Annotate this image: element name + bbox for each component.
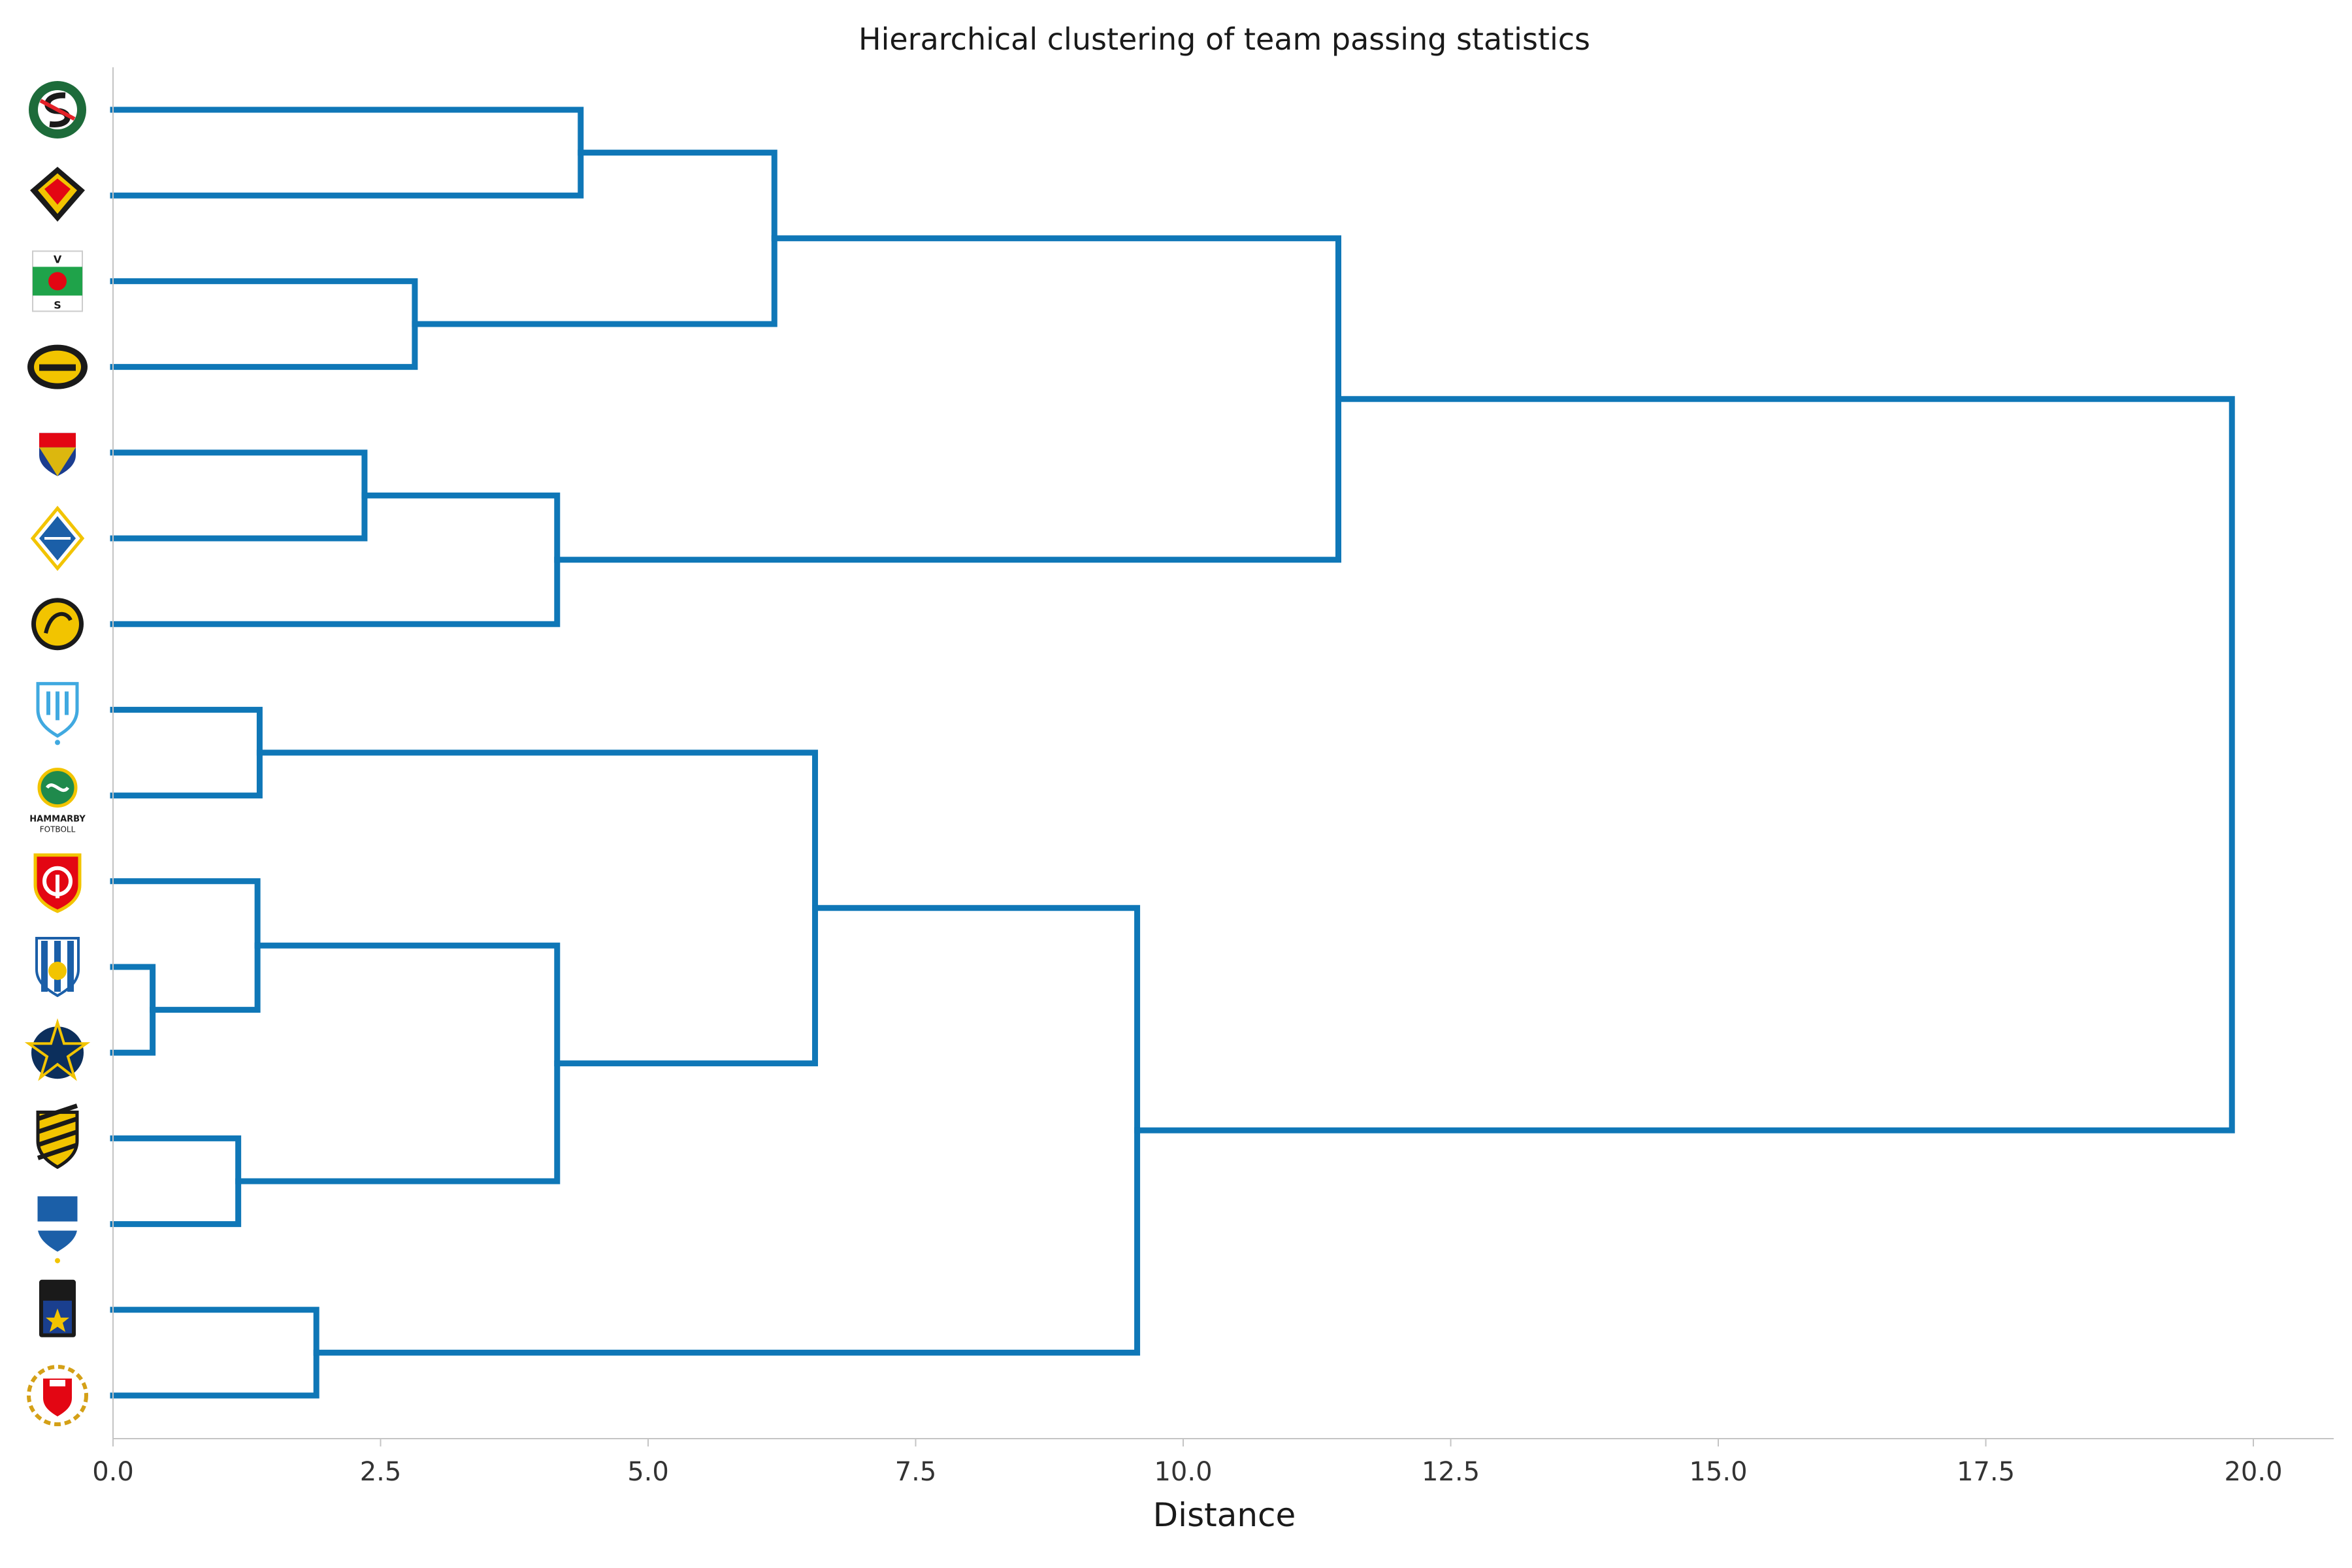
- x-tick-label: 20.0: [2224, 1457, 2282, 1487]
- hammarby-text-line2: FOTBOLL: [40, 825, 76, 834]
- dendrogram-link: [110, 706, 263, 799]
- hammarby-text-line1: HAMMARBY: [29, 815, 86, 825]
- svg-text:S: S: [54, 299, 61, 311]
- varberg-logo-icon: VS: [32, 250, 83, 312]
- dendrogram-link: [412, 150, 777, 327]
- x-tick-label: 17.5: [1957, 1457, 2015, 1487]
- x-tick-label: 12.5: [1422, 1457, 1480, 1487]
- orebro-logo-icon: [29, 81, 86, 139]
- dendrogram-link: [313, 905, 1141, 1356]
- x-tick-label: 2.5: [360, 1457, 402, 1487]
- dendrogram-link: [110, 106, 584, 199]
- mjallby-logo-icon: [27, 344, 88, 389]
- hacken-logo-icon: [36, 1103, 79, 1169]
- halmstad-logo-icon: [30, 506, 85, 571]
- dendrogram-link: [110, 278, 418, 370]
- x-axis-label: Distance: [1153, 1496, 1296, 1534]
- degerfors-logo-icon: [33, 853, 82, 913]
- goteborg-logo-icon: [35, 937, 80, 998]
- x-tick-label: 10.0: [1154, 1457, 1212, 1487]
- dendrogram-link: [235, 942, 561, 1184]
- djurgarden-logo-icon: [39, 433, 76, 476]
- dendrogram-link: [110, 492, 561, 627]
- chart-title: Hierarchical clustering of team passing …: [858, 22, 1590, 57]
- dendrogram-link: [110, 449, 368, 542]
- elfsborg-logo-icon: [31, 598, 84, 651]
- x-tick-label: 7.5: [895, 1457, 937, 1487]
- malmo-logo-icon: [36, 681, 79, 745]
- kalmar-logo-icon: [27, 1365, 88, 1426]
- dendrogram-link: [110, 964, 156, 1056]
- dendrogram-links: [110, 106, 2235, 1399]
- dendrogram-link: [554, 235, 1342, 563]
- dendrogram-link: [1134, 396, 2235, 1134]
- dendrogram-link: [256, 749, 819, 1067]
- dendrogram-link: [110, 878, 261, 1013]
- ostersund-logo-icon: [30, 167, 85, 222]
- x-tick-label: 15.0: [1689, 1457, 1747, 1487]
- norrkoping-logo-icon: [35, 1194, 80, 1264]
- dendrogram-link: [110, 1135, 242, 1228]
- aik-logo-icon: [24, 1018, 91, 1081]
- x-axis-ticks: 0.0 2.5 5.0 7.5 10.0 12.5 15.0 17.5 20.0: [92, 1439, 2283, 1487]
- sirius-logo-icon: [39, 1279, 76, 1337]
- svg-text:V: V: [54, 253, 62, 265]
- dendrogram-link: [110, 1307, 319, 1399]
- x-tick-label: 5.0: [627, 1457, 669, 1487]
- x-tick-label: 0.0: [92, 1457, 134, 1487]
